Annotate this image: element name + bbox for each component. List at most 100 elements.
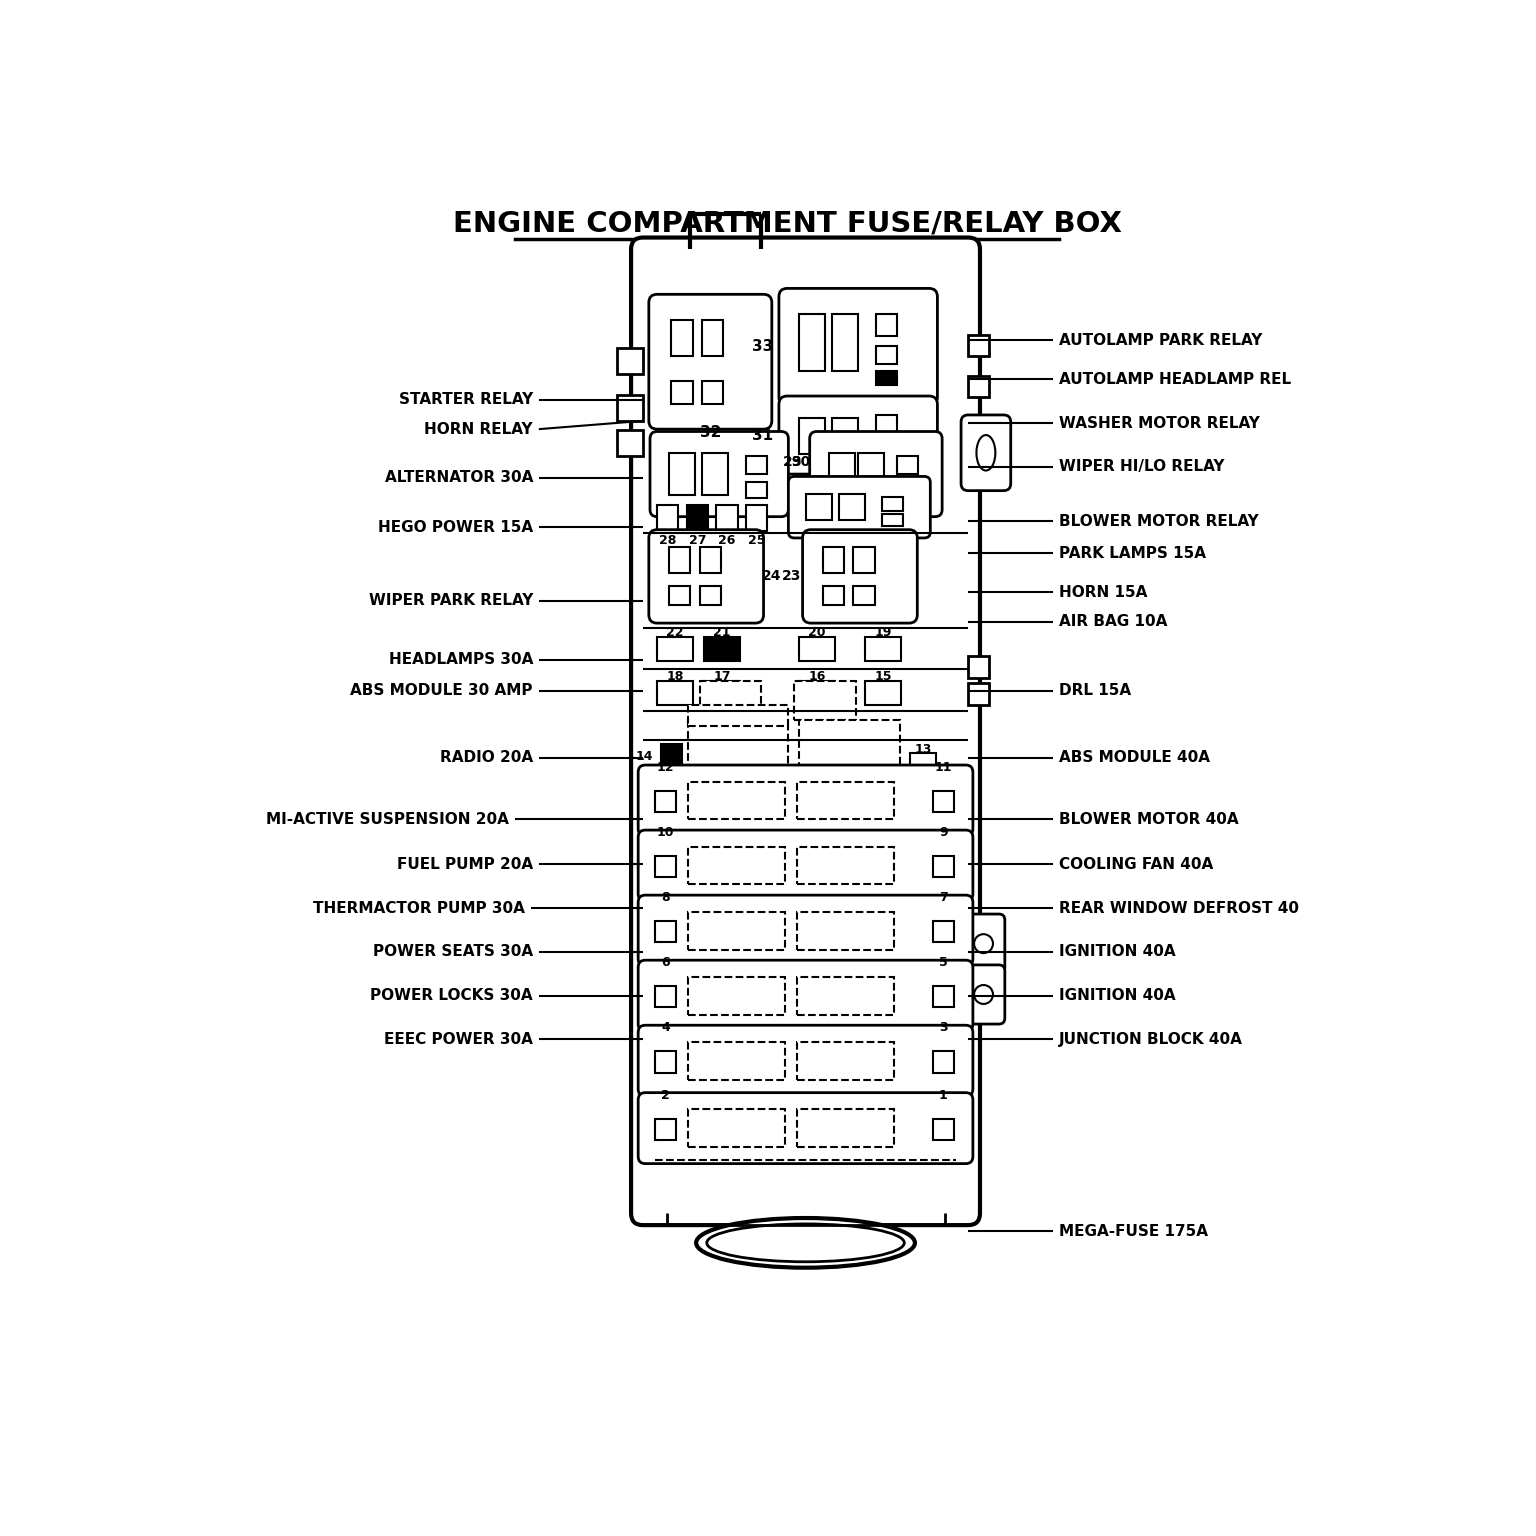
Bar xyxy=(746,456,766,475)
FancyBboxPatch shape xyxy=(637,829,972,902)
Text: 31: 31 xyxy=(753,427,773,442)
Text: IGNITION 40A: IGNITION 40A xyxy=(1060,945,1177,960)
Bar xyxy=(688,705,788,727)
Bar xyxy=(823,547,843,573)
Text: IGNITION 40A: IGNITION 40A xyxy=(1060,988,1177,1003)
Text: 26: 26 xyxy=(719,535,736,547)
Text: AUTOLAMP HEADLAMP REL: AUTOLAMP HEADLAMP REL xyxy=(1060,372,1292,387)
Bar xyxy=(617,395,644,421)
FancyBboxPatch shape xyxy=(809,432,942,516)
Bar xyxy=(705,680,740,705)
Text: 5: 5 xyxy=(938,955,948,969)
Bar xyxy=(688,1041,785,1080)
Text: 18: 18 xyxy=(667,670,684,684)
Bar xyxy=(839,495,865,521)
Ellipse shape xyxy=(977,435,995,470)
FancyBboxPatch shape xyxy=(788,476,931,538)
Bar xyxy=(670,547,690,573)
Text: ENGINE COMPARTMENT FUSE/RELAY BOX: ENGINE COMPARTMENT FUSE/RELAY BOX xyxy=(453,209,1121,238)
Bar xyxy=(882,515,903,527)
Bar xyxy=(617,430,644,456)
Bar xyxy=(828,453,854,496)
Bar xyxy=(968,684,989,705)
Text: ALTERNATOR 30A: ALTERNATOR 30A xyxy=(384,470,533,485)
Bar xyxy=(670,587,690,605)
FancyBboxPatch shape xyxy=(637,1092,972,1164)
Bar xyxy=(799,637,834,660)
Text: 9: 9 xyxy=(938,826,948,839)
FancyBboxPatch shape xyxy=(637,960,972,1031)
Bar xyxy=(797,1109,894,1147)
Text: 7: 7 xyxy=(938,891,948,905)
Text: 20: 20 xyxy=(808,627,825,639)
Bar xyxy=(932,922,954,943)
Text: HEGO POWER 15A: HEGO POWER 15A xyxy=(378,519,533,535)
Bar xyxy=(833,315,859,372)
Text: FUEL PUMP 20A: FUEL PUMP 20A xyxy=(396,857,533,872)
Bar xyxy=(859,453,885,496)
Bar xyxy=(657,505,679,531)
FancyBboxPatch shape xyxy=(962,914,1005,974)
FancyBboxPatch shape xyxy=(648,530,763,624)
FancyBboxPatch shape xyxy=(803,530,917,624)
Ellipse shape xyxy=(696,1218,915,1267)
Bar xyxy=(932,1051,954,1072)
Bar xyxy=(968,376,989,398)
Bar xyxy=(746,505,766,531)
Text: REAR WINDOW DEFROST 40: REAR WINDOW DEFROST 40 xyxy=(1060,900,1299,915)
Text: 17: 17 xyxy=(713,670,731,684)
FancyBboxPatch shape xyxy=(962,415,1011,490)
Bar xyxy=(688,977,785,1015)
Text: ABS MODULE 40A: ABS MODULE 40A xyxy=(1060,751,1210,765)
Bar xyxy=(716,505,737,531)
Text: POWER SEATS 30A: POWER SEATS 30A xyxy=(373,945,533,960)
Bar xyxy=(654,1118,676,1140)
Bar xyxy=(882,496,903,511)
Text: 29: 29 xyxy=(783,455,803,470)
Bar xyxy=(897,482,919,498)
Text: 24: 24 xyxy=(762,570,782,584)
Bar xyxy=(799,418,825,455)
Text: THERMACTOR PUMP 30A: THERMACTOR PUMP 30A xyxy=(313,900,525,915)
Bar xyxy=(688,1109,785,1147)
Bar xyxy=(700,587,720,605)
Text: 14: 14 xyxy=(636,750,653,763)
Text: 6: 6 xyxy=(660,955,670,969)
FancyBboxPatch shape xyxy=(637,765,972,836)
Bar xyxy=(876,415,897,433)
Ellipse shape xyxy=(707,1224,905,1261)
Bar xyxy=(897,456,919,475)
Bar xyxy=(700,680,762,720)
Text: MEGA-FUSE 175A: MEGA-FUSE 175A xyxy=(1060,1224,1209,1238)
Text: 10: 10 xyxy=(656,826,674,839)
Text: BLOWER MOTOR RELAY: BLOWER MOTOR RELAY xyxy=(1060,515,1260,528)
Bar xyxy=(876,439,897,455)
Text: 23: 23 xyxy=(782,570,802,584)
Text: 8: 8 xyxy=(660,891,670,905)
Bar xyxy=(700,547,720,573)
Bar xyxy=(705,637,740,660)
Text: 12: 12 xyxy=(656,760,674,774)
Bar xyxy=(806,495,833,521)
Bar xyxy=(654,1051,676,1072)
Text: WASHER MOTOR RELAY: WASHER MOTOR RELAY xyxy=(1060,416,1260,430)
Bar xyxy=(687,505,708,531)
Bar xyxy=(688,720,788,785)
Bar xyxy=(932,1118,954,1140)
FancyBboxPatch shape xyxy=(779,289,937,406)
Bar xyxy=(746,482,766,498)
FancyBboxPatch shape xyxy=(631,238,980,1226)
Text: 21: 21 xyxy=(713,627,731,639)
Text: POWER LOCKS 30A: POWER LOCKS 30A xyxy=(370,988,533,1003)
Bar xyxy=(654,856,676,877)
Text: 32: 32 xyxy=(699,425,720,441)
Bar xyxy=(876,346,897,364)
Text: BLOWER MOTOR 40A: BLOWER MOTOR 40A xyxy=(1060,813,1240,826)
Text: WIPER PARK RELAY: WIPER PARK RELAY xyxy=(369,593,533,608)
Text: 1: 1 xyxy=(938,1089,948,1101)
Bar xyxy=(932,791,954,813)
Text: HEADLAMPS 30A: HEADLAMPS 30A xyxy=(389,653,533,667)
Bar xyxy=(799,315,825,372)
Text: JUNCTION BLOCK 40A: JUNCTION BLOCK 40A xyxy=(1060,1032,1243,1048)
Text: AIR BAG 10A: AIR BAG 10A xyxy=(1060,614,1167,630)
